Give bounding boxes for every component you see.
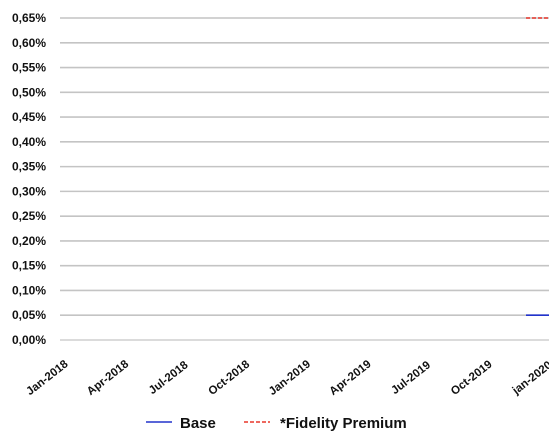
x-tick-label: Jul-2018 <box>147 359 191 397</box>
gridlines <box>60 17 549 341</box>
y-tick-label: 0,25% <box>12 209 46 223</box>
legend-label: Base <box>180 415 216 432</box>
y-tick-label: 0,15% <box>12 259 46 273</box>
x-tick-label: Oct-2019 <box>449 358 495 397</box>
x-tick-label: jan-2020 <box>510 359 549 397</box>
x-tick-label: Jan-2018 <box>24 358 71 398</box>
x-tick-label: Jan-2019 <box>267 358 313 398</box>
legend: Base *Fidelity Premium <box>146 415 407 432</box>
y-tick-label: 0,50% <box>12 85 46 99</box>
x-tick-label: Oct-2018 <box>206 358 252 398</box>
y-tick-label: 0,60% <box>12 36 46 50</box>
x-tick-label: Apr-2019 <box>328 358 374 398</box>
series-lines <box>526 17 549 317</box>
y-tick-label: 0,30% <box>12 184 46 198</box>
y-tick-label: 0,00% <box>12 333 46 347</box>
y-tick-label: 0,10% <box>12 283 46 297</box>
x-tick-label: Jul-2019 <box>389 359 433 397</box>
y-tick-label: 0,20% <box>12 234 46 248</box>
legend-label: *Fidelity Premium <box>280 415 407 432</box>
y-tick-label: 0,05% <box>12 308 46 322</box>
y-tick-label: 0,55% <box>12 61 46 75</box>
y-tick-label: 0,65% <box>12 11 46 25</box>
y-tick-label: 0,35% <box>12 160 46 174</box>
y-tick-label: 0,45% <box>12 110 46 124</box>
x-axis-ticks: Jan-2018 Apr-2018 Jul-2018 Oct-2018 Jan-2019… <box>24 358 549 398</box>
y-tick-label: 0,40% <box>12 135 46 149</box>
y-axis-ticks: 0,00% 0,05% 0,10% 0,15% 0,20% 0,25% 0,30% 0,35%… <box>12 11 46 347</box>
x-tick-label: Apr-2018 <box>85 358 132 398</box>
